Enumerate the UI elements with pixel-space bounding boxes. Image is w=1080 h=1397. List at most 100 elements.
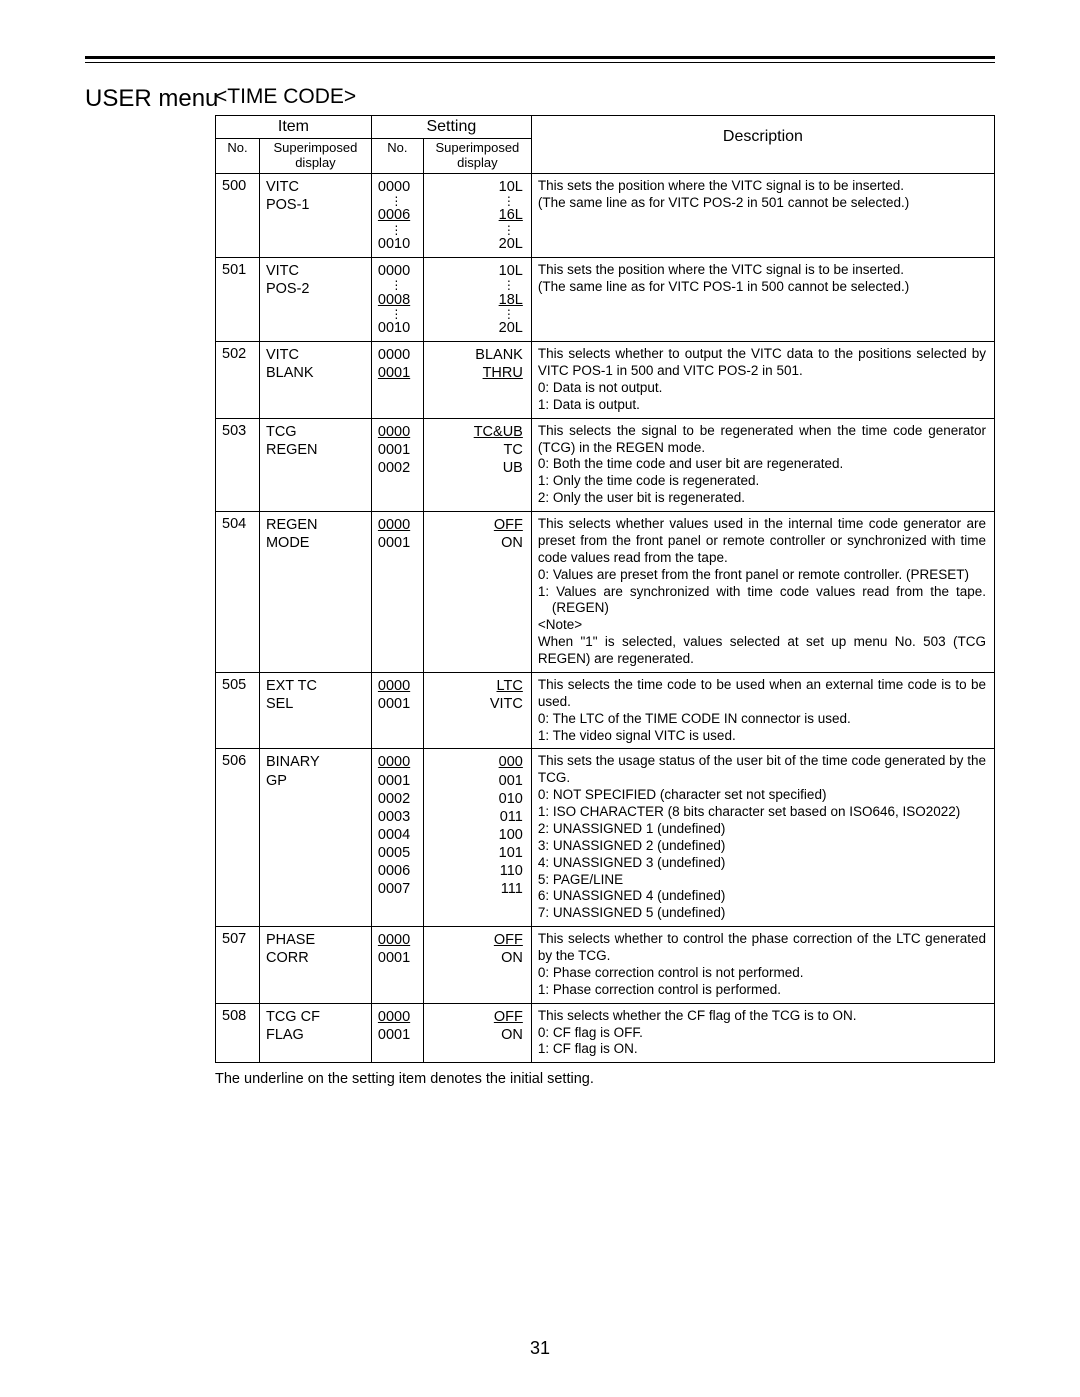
hdr-item: Item bbox=[216, 116, 372, 139]
setting-display-value: ON bbox=[430, 1026, 523, 1044]
page-number: 31 bbox=[0, 1338, 1080, 1359]
table-head: Item Setting Description No. Superimpose… bbox=[216, 116, 995, 174]
setting-no-value: 0000 bbox=[378, 346, 415, 364]
item-name-cell: VITCBLANK bbox=[259, 342, 371, 419]
table-body: 500VITCPOS-10000⋮0006⋮001010L⋮16L⋮20LThi… bbox=[216, 173, 995, 1062]
setting-display-value: 010 bbox=[430, 790, 523, 808]
description-cell: This selects whether to control the phas… bbox=[531, 927, 994, 1004]
table-row: 504REGENMODE00000001OFFONThis selects wh… bbox=[216, 512, 995, 673]
setting-display-value: 101 bbox=[430, 844, 523, 862]
description-cell: This selects the time code to be used wh… bbox=[531, 672, 994, 749]
setting-no-value: 0001 bbox=[378, 534, 415, 552]
hdr-setting: Setting bbox=[371, 116, 531, 139]
item-name-cell: VITCPOS-2 bbox=[259, 258, 371, 342]
setting-display-value: 110 bbox=[430, 862, 523, 880]
setting-no-cell: 00000001000200030004000500060007 bbox=[371, 749, 423, 927]
description-line: 0: The LTC of the TIME CODE IN connector… bbox=[538, 711, 986, 728]
vertical-dots-icon: ⋮ bbox=[430, 226, 523, 234]
setting-display-cell: OFFON bbox=[423, 927, 531, 1004]
description-cell: This selects the signal to be regenerate… bbox=[531, 418, 994, 511]
description-cell: This selects whether the CF flag of the … bbox=[531, 1003, 994, 1063]
vertical-dots-icon: ⋮ bbox=[430, 197, 523, 205]
setting-no-value: 0001 bbox=[378, 1026, 415, 1044]
setting-display-cell: OFFON bbox=[423, 1003, 531, 1063]
item-no-cell: 501 bbox=[216, 258, 260, 342]
item-name-line: EXT TC bbox=[266, 677, 367, 695]
item-name-line: VITC bbox=[266, 346, 367, 364]
setting-no-cell: 0000⋮0006⋮0010 bbox=[371, 173, 423, 257]
content: <TIME CODE> Item Setting Description No.… bbox=[215, 85, 995, 1087]
setting-display-value: UB bbox=[430, 459, 523, 477]
item-no-cell: 503 bbox=[216, 418, 260, 511]
setting-no-value: 0002 bbox=[378, 459, 415, 477]
setting-no-value: 0006 bbox=[378, 206, 415, 224]
item-name-line: TCG CF bbox=[266, 1008, 367, 1026]
setting-display-value: OFF bbox=[430, 931, 523, 949]
setting-display-value: VITC bbox=[430, 695, 523, 713]
description-line: This selects whether to output the VITC … bbox=[538, 346, 986, 380]
setting-no-value: 0001 bbox=[378, 441, 415, 459]
table-row: 505EXT TCSEL00000001LTCVITCThis selects … bbox=[216, 672, 995, 749]
table-row: 507PHASECORR00000001OFFONThis selects wh… bbox=[216, 927, 995, 1004]
setting-no-cell: 00000001 bbox=[371, 512, 423, 673]
setting-no-value: 0000 bbox=[378, 753, 415, 771]
vertical-dots-icon: ⋮ bbox=[430, 310, 523, 318]
item-no-cell: 500 bbox=[216, 173, 260, 257]
vertical-dots-icon: ⋮ bbox=[378, 197, 415, 205]
setting-no-value: 0008 bbox=[378, 291, 415, 309]
setting-display-cell: 10L⋮16L⋮20L bbox=[423, 173, 531, 257]
item-name-line: CORR bbox=[266, 949, 367, 967]
item-name-cell: REGENMODE bbox=[259, 512, 371, 673]
setting-display-value: THRU bbox=[430, 364, 523, 382]
setting-no-value: 0010 bbox=[378, 235, 415, 253]
description-line: 7: UNASSIGNED 5 (undefined) bbox=[538, 905, 986, 922]
item-name-line: FLAG bbox=[266, 1026, 367, 1044]
setting-no-value: 0000 bbox=[378, 677, 415, 695]
table-row: 508TCG CFFLAG00000001OFFONThis selects w… bbox=[216, 1003, 995, 1063]
setting-display-value: 18L bbox=[430, 291, 523, 309]
description-line: 0: Phase correction control is not perfo… bbox=[538, 965, 986, 982]
section-title: <TIME CODE> bbox=[215, 85, 995, 109]
description-line: This sets the position where the VITC si… bbox=[538, 262, 986, 279]
item-no-cell: 504 bbox=[216, 512, 260, 673]
hdr-super-2: Superimposed display bbox=[423, 139, 531, 174]
description-line: 1: CF flag is ON. bbox=[538, 1041, 986, 1058]
description-line: This selects whether values used in the … bbox=[538, 516, 986, 567]
setting-no-value: 0001 bbox=[378, 695, 415, 713]
setting-display-value: 16L bbox=[430, 206, 523, 224]
description-line: This selects the time code to be used wh… bbox=[538, 677, 986, 711]
setting-display-value: OFF bbox=[430, 1008, 523, 1026]
description-line: 2: Only the user bit is regenerated. bbox=[538, 490, 986, 507]
hdr-no-1: No. bbox=[216, 139, 260, 174]
hdr-description: Description bbox=[531, 116, 994, 174]
table-row: 502VITCBLANK00000001BLANKTHRUThis select… bbox=[216, 342, 995, 419]
item-name-line: MODE bbox=[266, 534, 367, 552]
description-line: 1: The video signal VITC is used. bbox=[538, 728, 986, 745]
setting-display-value: TC bbox=[430, 441, 523, 459]
setting-no-value: 0004 bbox=[378, 826, 415, 844]
setting-no-value: 0002 bbox=[378, 790, 415, 808]
table-row: 503TCGREGEN000000010002TC&UBTCUBThis sel… bbox=[216, 418, 995, 511]
description-line: 1: ISO CHARACTER (8 bits character set b… bbox=[538, 804, 986, 821]
description-line: This selects the signal to be regenerate… bbox=[538, 423, 986, 457]
setting-display-cell: LTCVITC bbox=[423, 672, 531, 749]
setting-no-cell: 000000010002 bbox=[371, 418, 423, 511]
item-name-line: TCG bbox=[266, 423, 367, 441]
description-line: 1: Data is output. bbox=[538, 397, 986, 414]
hdr-no-2: No. bbox=[371, 139, 423, 174]
description-line: 0: Data is not output. bbox=[538, 380, 986, 397]
setting-display-cell: TC&UBTCUB bbox=[423, 418, 531, 511]
setting-display-value: BLANK bbox=[430, 346, 523, 364]
setting-no-cell: 0000⋮0008⋮0010 bbox=[371, 258, 423, 342]
setting-display-value: OFF bbox=[430, 516, 523, 534]
top-rule-thick bbox=[85, 56, 995, 59]
setting-display-value: LTC bbox=[430, 677, 523, 695]
item-no-cell: 502 bbox=[216, 342, 260, 419]
description-line: 1: Values are synchronized with time cod… bbox=[538, 584, 986, 618]
setting-no-value: 0006 bbox=[378, 862, 415, 880]
setting-no-value: 0003 bbox=[378, 808, 415, 826]
vertical-dots-icon: ⋮ bbox=[378, 310, 415, 318]
description-line: (The same line as for VITC POS-2 in 501 … bbox=[538, 195, 986, 212]
description-line: 2: UNASSIGNED 1 (undefined) bbox=[538, 821, 986, 838]
description-cell: This selects whether values used in the … bbox=[531, 512, 994, 673]
